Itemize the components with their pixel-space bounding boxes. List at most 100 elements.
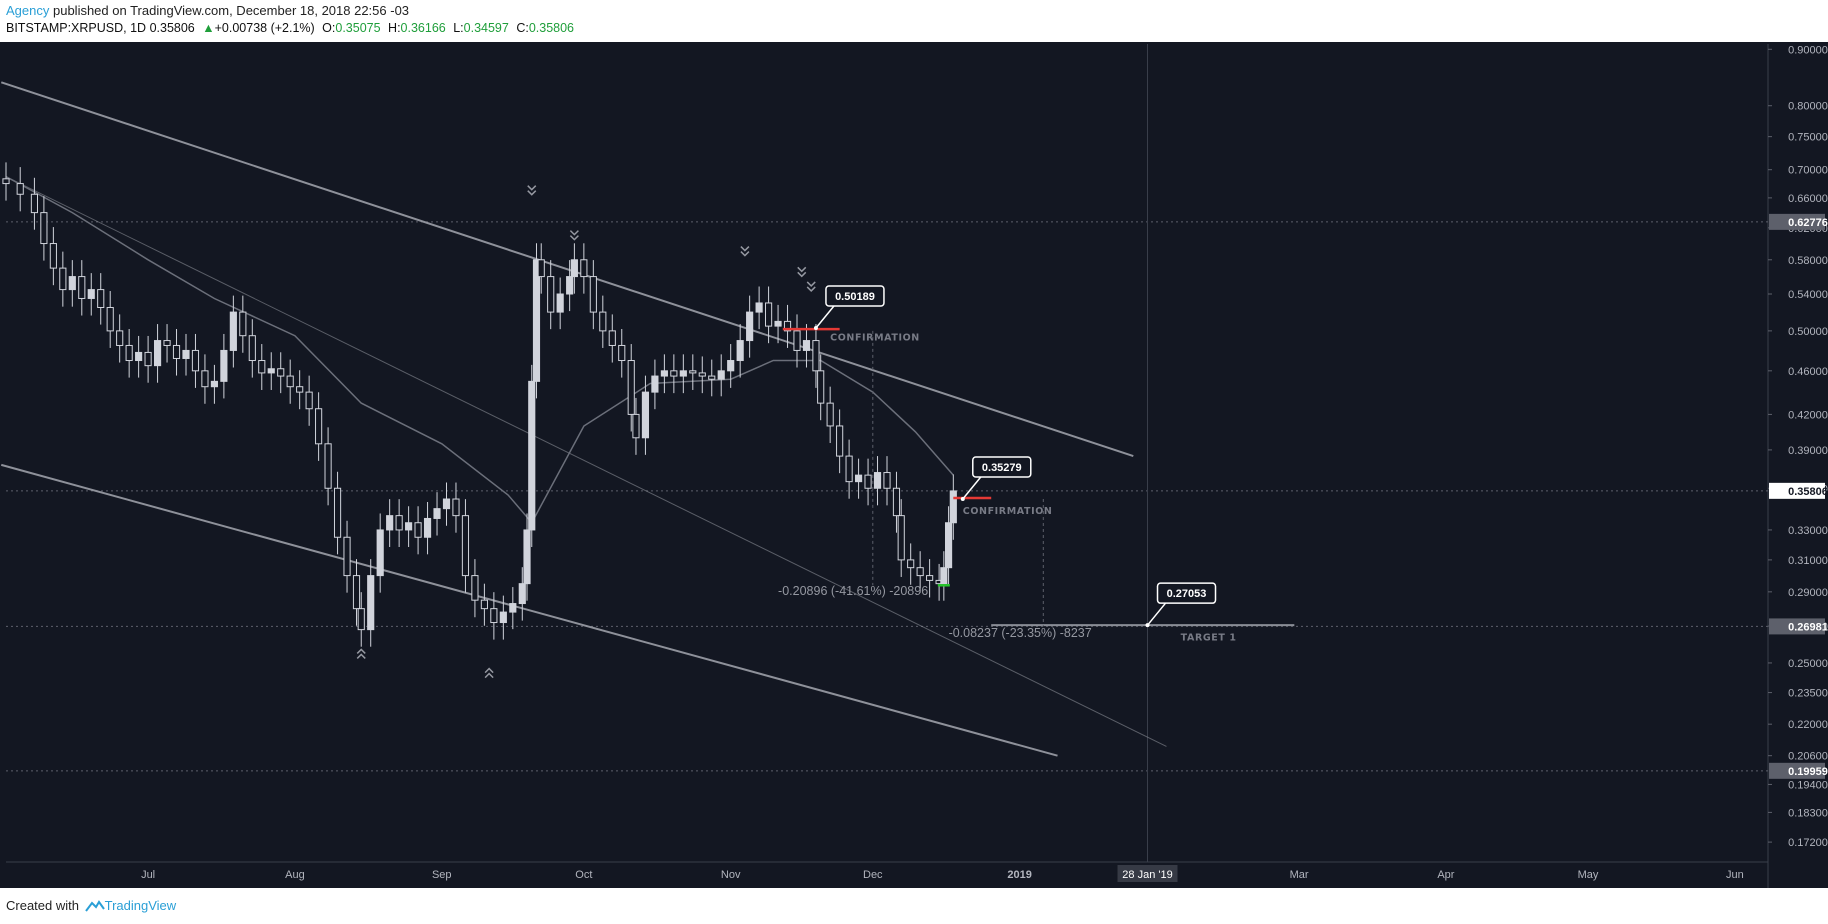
x-tick-label: Jul	[141, 869, 155, 881]
x-tick-label: Aug	[285, 869, 305, 881]
callout-anchor	[960, 497, 965, 502]
trendline-1	[0, 463, 1058, 757]
price-badge	[1769, 618, 1825, 635]
candle-body	[509, 603, 517, 613]
callout-box	[825, 285, 885, 307]
candle-body	[641, 391, 650, 439]
candle-body	[210, 380, 218, 388]
callout-anchor	[1145, 623, 1150, 628]
low-value: 0.34597	[463, 21, 509, 35]
y-tick-label: 0.33000	[1788, 525, 1828, 537]
candle-body	[106, 307, 114, 332]
candle-body	[315, 408, 323, 445]
y-tick-label: 0.17200	[1788, 837, 1828, 849]
candle-body	[599, 311, 607, 332]
chevron-down-icon	[569, 230, 579, 241]
candle-body	[632, 413, 640, 439]
chart-annotation: -0.20896 (-41.61%) -20896	[778, 584, 928, 598]
candle-body	[537, 259, 545, 278]
candle-body	[305, 391, 313, 410]
candle-body	[528, 380, 536, 531]
candle-body	[717, 370, 725, 380]
candle-body	[452, 498, 460, 517]
candle-body	[357, 608, 365, 631]
candle-body	[30, 193, 38, 214]
open-label: O:	[322, 21, 336, 35]
candle-body	[547, 276, 555, 313]
chart-annotation: -0.08237 (-23.35%) -8237	[949, 626, 1092, 640]
candle-body	[855, 474, 863, 483]
candle-body	[670, 370, 678, 377]
candle-body	[343, 536, 351, 577]
candle-body	[727, 360, 735, 372]
y-tick-label: 0.50000	[1788, 326, 1828, 338]
price-change: +0.00738 (+2.1%)	[214, 21, 315, 35]
candle-body	[191, 349, 200, 372]
candle-body	[802, 340, 811, 351]
x-tick-label: Nov	[721, 869, 741, 881]
y-tick-label: 0.22000	[1788, 719, 1828, 731]
callout-label: 0.50189	[835, 291, 875, 303]
callout-pointer	[815, 305, 835, 329]
callout-pointer	[962, 476, 982, 500]
ticker-info: BITSTAMP:XRPUSD, 1D 0.35806 ▲+0.00738 (+…	[6, 21, 574, 35]
candle-body	[116, 330, 124, 346]
candle-body	[660, 370, 668, 377]
low-label: L:	[453, 21, 464, 35]
candle-body	[40, 212, 48, 245]
high-value: 0.36166	[400, 21, 446, 35]
candle-body	[414, 522, 422, 538]
candle-body	[949, 490, 957, 524]
created-with-label: Created with	[6, 898, 79, 913]
candle-body	[286, 375, 294, 388]
candle-body	[698, 372, 706, 377]
chart-annotation: CONFIRMATION	[830, 333, 920, 344]
x-tick-label: Jun	[1726, 869, 1744, 881]
y-tick-label: 0.29000	[1788, 587, 1828, 599]
candle-body	[499, 611, 507, 624]
candle-body	[523, 529, 531, 585]
candle-body	[471, 575, 479, 601]
candle-body	[589, 276, 597, 313]
candle-body	[940, 567, 948, 585]
chevron-down-icon	[527, 185, 537, 196]
candle-body	[395, 515, 403, 531]
chart-annotation: CONFIRMATION	[963, 506, 1053, 517]
candle-body	[532, 259, 541, 382]
candle-body	[324, 443, 332, 489]
candle-body	[817, 370, 825, 404]
y-tick-label: 0.23500	[1788, 688, 1828, 700]
candle-body	[897, 515, 905, 561]
candle-body	[367, 575, 375, 631]
y-tick-label: 0.90000	[1788, 44, 1828, 56]
y-tick-label: 0.58000	[1788, 255, 1828, 267]
footer: Created with TradingView	[6, 898, 176, 913]
price-badge-label: 0.26981	[1788, 621, 1828, 633]
candle-body	[812, 340, 820, 372]
price-badge	[1769, 762, 1825, 779]
x-tick-label: 2019	[1007, 869, 1031, 881]
callout-pointer	[1146, 602, 1167, 626]
candle-body	[172, 344, 181, 359]
candle-body	[651, 375, 659, 393]
candle-body	[153, 340, 162, 367]
candle-body	[87, 289, 95, 299]
callout-box	[972, 456, 1032, 478]
candle-body	[461, 515, 470, 577]
x-tick-label: Dec	[863, 869, 883, 881]
candle-body	[248, 335, 256, 362]
candle-body	[708, 375, 716, 380]
y-tick-label: 0.54000	[1788, 289, 1828, 301]
chevron-down-icon	[797, 266, 807, 278]
price-badge-label: 0.62776	[1788, 217, 1828, 229]
candle-body	[220, 349, 228, 382]
chevron-down-icon	[806, 281, 816, 293]
author-link[interactable]: Agency	[6, 3, 50, 18]
candle-body	[296, 386, 304, 393]
y-tick-label: 0.18300	[1788, 807, 1828, 819]
up-triangle-icon: ▲	[202, 21, 215, 35]
tradingview-link[interactable]: TradingView	[104, 898, 177, 913]
candle-body	[774, 320, 782, 327]
candle-body	[892, 487, 901, 517]
